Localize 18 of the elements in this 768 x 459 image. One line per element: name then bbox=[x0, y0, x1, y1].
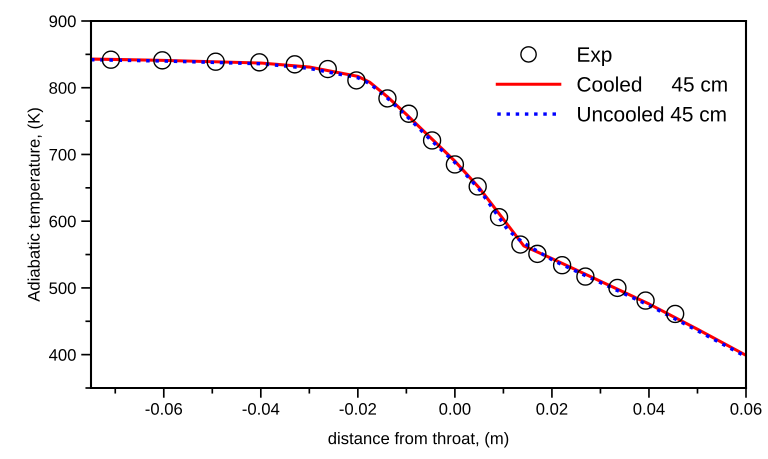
x-tick-label: 0.02 bbox=[536, 403, 568, 415]
legend-label: Cooled 45 cm bbox=[578, 76, 727, 92]
legend-label: Exp bbox=[578, 47, 612, 66]
y-tick-label: 600 bbox=[49, 216, 76, 228]
x-tick-label: -0.04 bbox=[242, 403, 280, 415]
x-axis-title: distance from throat, (m) bbox=[328, 432, 508, 448]
y-tick-label: 400 bbox=[48, 349, 76, 361]
legend-label: Uncooled 45 cm bbox=[578, 106, 726, 122]
y-tick-label: 800 bbox=[49, 82, 76, 94]
y-axis-title: Adiabatic temperature, (K) bbox=[28, 108, 44, 302]
x-tick-label: 0.04 bbox=[633, 403, 665, 415]
x-tick-label: -0.06 bbox=[146, 403, 182, 415]
y-tick-label: 700 bbox=[49, 148, 76, 161]
x-tick-label: 0.06 bbox=[730, 403, 762, 415]
x-tick-label: -0.02 bbox=[340, 403, 376, 415]
y-tick-label: 500 bbox=[49, 282, 76, 294]
y-tick-label: 900 bbox=[49, 15, 76, 28]
x-tick-label: 0.00 bbox=[439, 403, 470, 415]
